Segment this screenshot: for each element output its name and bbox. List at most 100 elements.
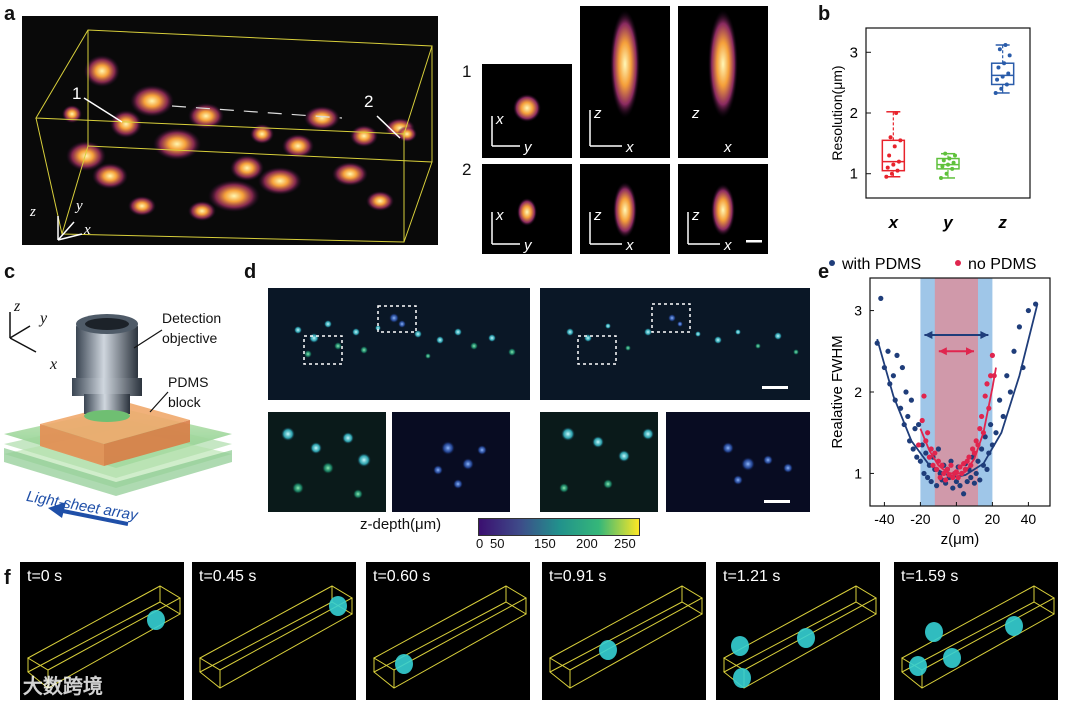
time-frame-label: t=1.59 s: [901, 568, 959, 585]
box-point: [891, 162, 896, 167]
scatter-point: [988, 421, 994, 428]
time-frame: t=1.21 s: [716, 562, 880, 700]
psf-row-1-label: 1: [462, 62, 472, 81]
x-category-label: z: [997, 213, 1007, 232]
box-point: [1004, 82, 1009, 87]
box-point: [892, 144, 897, 149]
cell-blob: [797, 628, 815, 648]
colorbar-tick: 150: [534, 536, 556, 551]
x-tick-label: -40: [874, 511, 894, 527]
scatter-point: [921, 470, 927, 477]
box-point: [993, 90, 998, 95]
scatter-point: [977, 426, 983, 432]
time-frame: t=0 s: [20, 562, 184, 700]
axis-x-label-c: x: [50, 356, 58, 373]
colorbar-ticks: 0 50 150 200 250: [476, 536, 640, 552]
frame-bounding-box: [900, 585, 1056, 689]
axis-triad-c: [9, 312, 37, 353]
frame-bounding-box: [26, 585, 182, 689]
frame-render: [26, 585, 182, 689]
box-point: [950, 166, 955, 171]
scatter-point: [973, 470, 979, 477]
time-frame: t=0.45 s: [192, 562, 356, 700]
box-z: [990, 62, 1015, 86]
cell-blob: [925, 622, 943, 642]
scatter-point: [970, 446, 976, 452]
scatter-point: [984, 466, 990, 472]
panel-d-images: [268, 288, 810, 512]
box-point: [887, 153, 892, 158]
marker-1-pointer: [83, 97, 123, 123]
cell-blob: [1005, 616, 1023, 636]
y-tick-label: 2: [854, 384, 862, 400]
psf-grid: x y z x z x x y z x z x: [482, 6, 768, 254]
panel-a-volume: 1 2 z y x: [22, 16, 438, 245]
scatter-point: [1000, 413, 1006, 420]
axis-z-label-c: z: [14, 298, 21, 315]
x-tick-label: 20: [985, 511, 1001, 527]
colorbar-tick: 200: [576, 536, 598, 551]
psf-2-v-label: z: [593, 105, 602, 122]
psf-3-v-label: z: [691, 105, 700, 122]
svg-text:x: x: [495, 207, 504, 224]
scatter-point: [914, 454, 920, 460]
svg-text:x: x: [723, 237, 732, 254]
box-point: [896, 159, 901, 164]
scatter-point: [950, 474, 956, 481]
scatter-point: [894, 352, 900, 358]
box-point: [894, 111, 899, 115]
scatter-point: [934, 483, 940, 489]
scatter-point: [919, 442, 925, 448]
scatter-point: [943, 477, 949, 483]
scatter-point: [1004, 373, 1010, 379]
axis-triad-a: [57, 216, 83, 241]
watermark-icon: ᗢ: [4, 680, 18, 697]
scatter-point: [955, 474, 961, 481]
box-point: [1006, 71, 1011, 76]
box-point: [941, 158, 946, 163]
scatter-point: [957, 464, 963, 470]
scatter-point: [925, 474, 931, 481]
box-point: [898, 138, 903, 143]
frame-bounding-box: [198, 585, 354, 689]
overview-dots-right: [566, 314, 799, 355]
scatter-point: [910, 446, 916, 452]
box-point: [889, 171, 894, 176]
svg-text:z: z: [691, 207, 700, 224]
scatter-point: [923, 450, 929, 456]
cell-blob: [599, 640, 617, 660]
y-tick-label: 3: [854, 303, 862, 319]
arrow-head: [980, 331, 989, 339]
scatter-point: [903, 389, 909, 395]
time-frame: t=0.91 s: [542, 562, 706, 700]
scatter-point: [917, 458, 923, 464]
resolution-boxplot: 1 2 3 Resolution(μm) x y z: [829, 27, 1031, 232]
scatter-point: [919, 417, 925, 424]
colorbar-label: z-depth(μm): [360, 516, 442, 533]
panel-label-c: c: [4, 261, 16, 283]
scatter-point: [968, 474, 974, 481]
x-category-label: x: [888, 213, 900, 232]
scatter-point: [925, 430, 931, 436]
arrow-head: [938, 347, 947, 356]
box-point: [944, 171, 949, 176]
scatter-point: [984, 381, 990, 387]
cell-blob: [731, 636, 749, 656]
frame-render: [548, 585, 704, 689]
scatter-point: [997, 397, 1003, 403]
box-point: [1002, 61, 1007, 66]
scatter-point: [932, 450, 938, 456]
box-point: [943, 151, 948, 156]
cell-blob: [329, 596, 347, 616]
panel-label-d: d: [244, 261, 257, 283]
fit-curve-no-PDMS: [919, 367, 997, 476]
x-tick-label: 40: [1021, 511, 1037, 527]
fwhm-scatter: -40 -20 0 20 40 1 2 3 z(μm) Realative FWHM with PD…: [829, 256, 1051, 548]
scatter-point: [912, 426, 918, 432]
scatter-point: [953, 478, 959, 485]
cell-blob: [733, 668, 751, 688]
cell-blob: [909, 656, 927, 676]
panel-label-a: a: [4, 3, 16, 25]
x-axis-label: z(μm): [941, 531, 980, 548]
block-label-line-2: block: [168, 394, 201, 410]
